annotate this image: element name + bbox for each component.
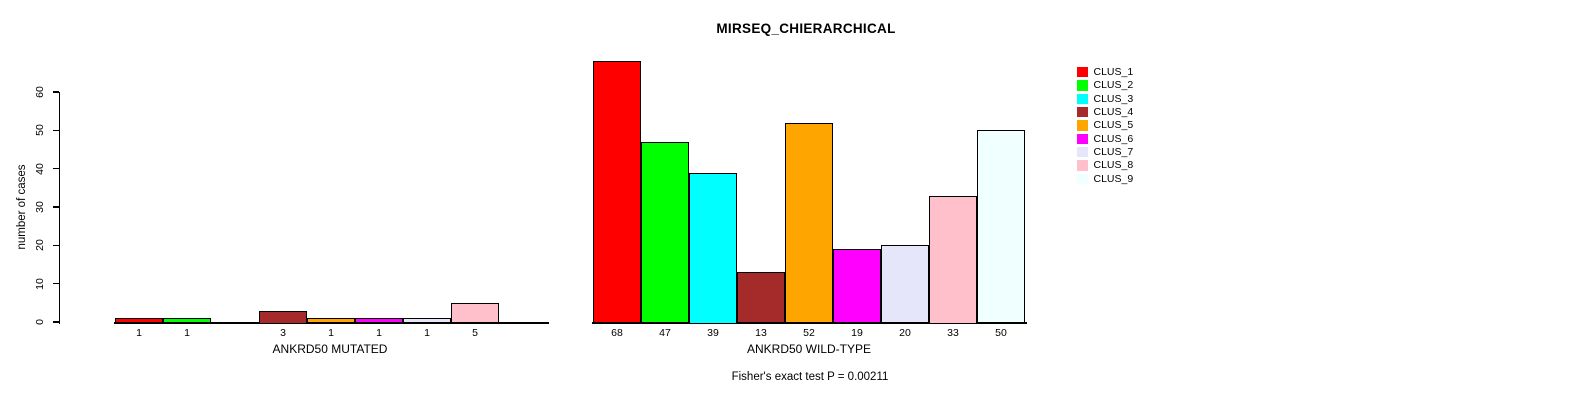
legend-label: CLUS_2 [1093,79,1134,92]
legend-swatch-icon [1077,93,1088,105]
y-tick [52,282,59,285]
legend-item-clus_8: CLUS_8 [1077,159,1133,172]
legend-item-clus_3: CLUS_3 [1077,92,1133,105]
legend-label: CLUS_5 [1093,119,1134,132]
x-axis-title-mutated: ANKRD50 MUTATED [272,342,388,356]
legend-label: CLUS_7 [1093,145,1134,158]
legend-label: CLUS_9 [1093,172,1134,185]
legend-swatch-icon [1077,146,1088,158]
legend-swatch-icon [1077,120,1088,131]
y-tick-label: 10 [34,277,46,290]
legend-item-clus_7: CLUS_7 [1077,146,1133,159]
bar-label: 1 [376,327,382,339]
bar-clus_6 [355,318,403,324]
bar-clus_4 [737,272,785,324]
bar-clus_3 [689,172,737,324]
bar-label: 39 [707,327,719,339]
bar-label: 5 [472,327,478,339]
bar-label: 1 [424,327,430,339]
legend-swatch-icon [1077,173,1088,185]
y-tick [52,206,59,208]
bar-label: 3 [280,327,286,339]
legend-swatch-icon [1077,66,1088,78]
bar-clus_8 [451,302,499,324]
x-axis-title-wildtype: ANKRD50 WILD-TYPE [746,342,872,356]
legend-swatch-icon [1077,106,1088,118]
bar-label: 33 [947,327,959,339]
y-axis-line [58,92,60,324]
legend-item-clus_9: CLUS_9 [1077,172,1133,185]
bar-clus_2 [641,141,689,324]
legend-item-clus_5: CLUS_5 [1077,119,1133,132]
legend-label: CLUS_4 [1093,105,1134,118]
bar-clus_7 [881,245,929,324]
bar-clus_5 [785,122,833,324]
bar-label: 19 [851,327,863,339]
bar-clus_7 [403,318,451,324]
bar-clus_2 [163,318,211,324]
y-tick [52,129,59,132]
y-tick [52,167,59,170]
bar-clus_9 [977,130,1025,324]
y-tick-label: 60 [34,86,46,98]
y-tick [52,91,59,93]
bar-label: 13 [755,327,767,339]
legend-item-clus_6: CLUS_6 [1077,132,1133,145]
legend-item-clus_4: CLUS_4 [1077,106,1133,119]
y-tick-label: 20 [34,239,46,252]
legend-swatch-icon [1077,80,1088,91]
legend-item-clus_2: CLUS_2 [1077,79,1133,92]
legend-label: CLUS_3 [1093,92,1134,105]
bar-label: 50 [995,327,1007,339]
bar-clus_1 [593,61,641,324]
bar-label: 20 [899,327,911,339]
y-tick-label: 50 [34,124,46,137]
bar-label: 1 [184,327,190,339]
y-tick [52,321,59,323]
bar-label: 52 [803,327,815,339]
legend-swatch-icon [1077,160,1088,171]
chart-title: MIRSEQ_CHIERARCHICAL [716,21,896,36]
legend-label: CLUS_6 [1093,132,1134,145]
legend-label: CLUS_8 [1093,159,1134,172]
bar-label: 1 [328,327,334,339]
y-tick-label: 0 [34,319,46,325]
bar-clus_5 [307,318,355,324]
bar-label: 68 [611,327,623,339]
y-tick-label: 30 [34,201,46,213]
bar-clus_4 [259,310,307,324]
legend: CLUS_1 CLUS_2 CLUS_3 CLUS_4 CLUS_5 CLUS_6 CLUS… [1077,66,1133,186]
y-axis-title: number of cases [16,164,28,250]
bar-label: 1 [136,327,142,339]
y-tick-label: 40 [34,162,46,175]
legend-label: CLUS_1 [1093,65,1134,78]
legend-swatch-icon [1077,133,1088,145]
bar-clus_6 [833,249,881,324]
fisher-test-caption: Fisher's exact test P = 0.00211 [731,371,889,383]
legend-item-clus_1: CLUS_1 [1077,66,1133,79]
bar-clus_1 [115,318,163,324]
bar-clus_8 [929,195,977,324]
y-tick [52,244,59,247]
bar-label: 47 [659,327,671,339]
